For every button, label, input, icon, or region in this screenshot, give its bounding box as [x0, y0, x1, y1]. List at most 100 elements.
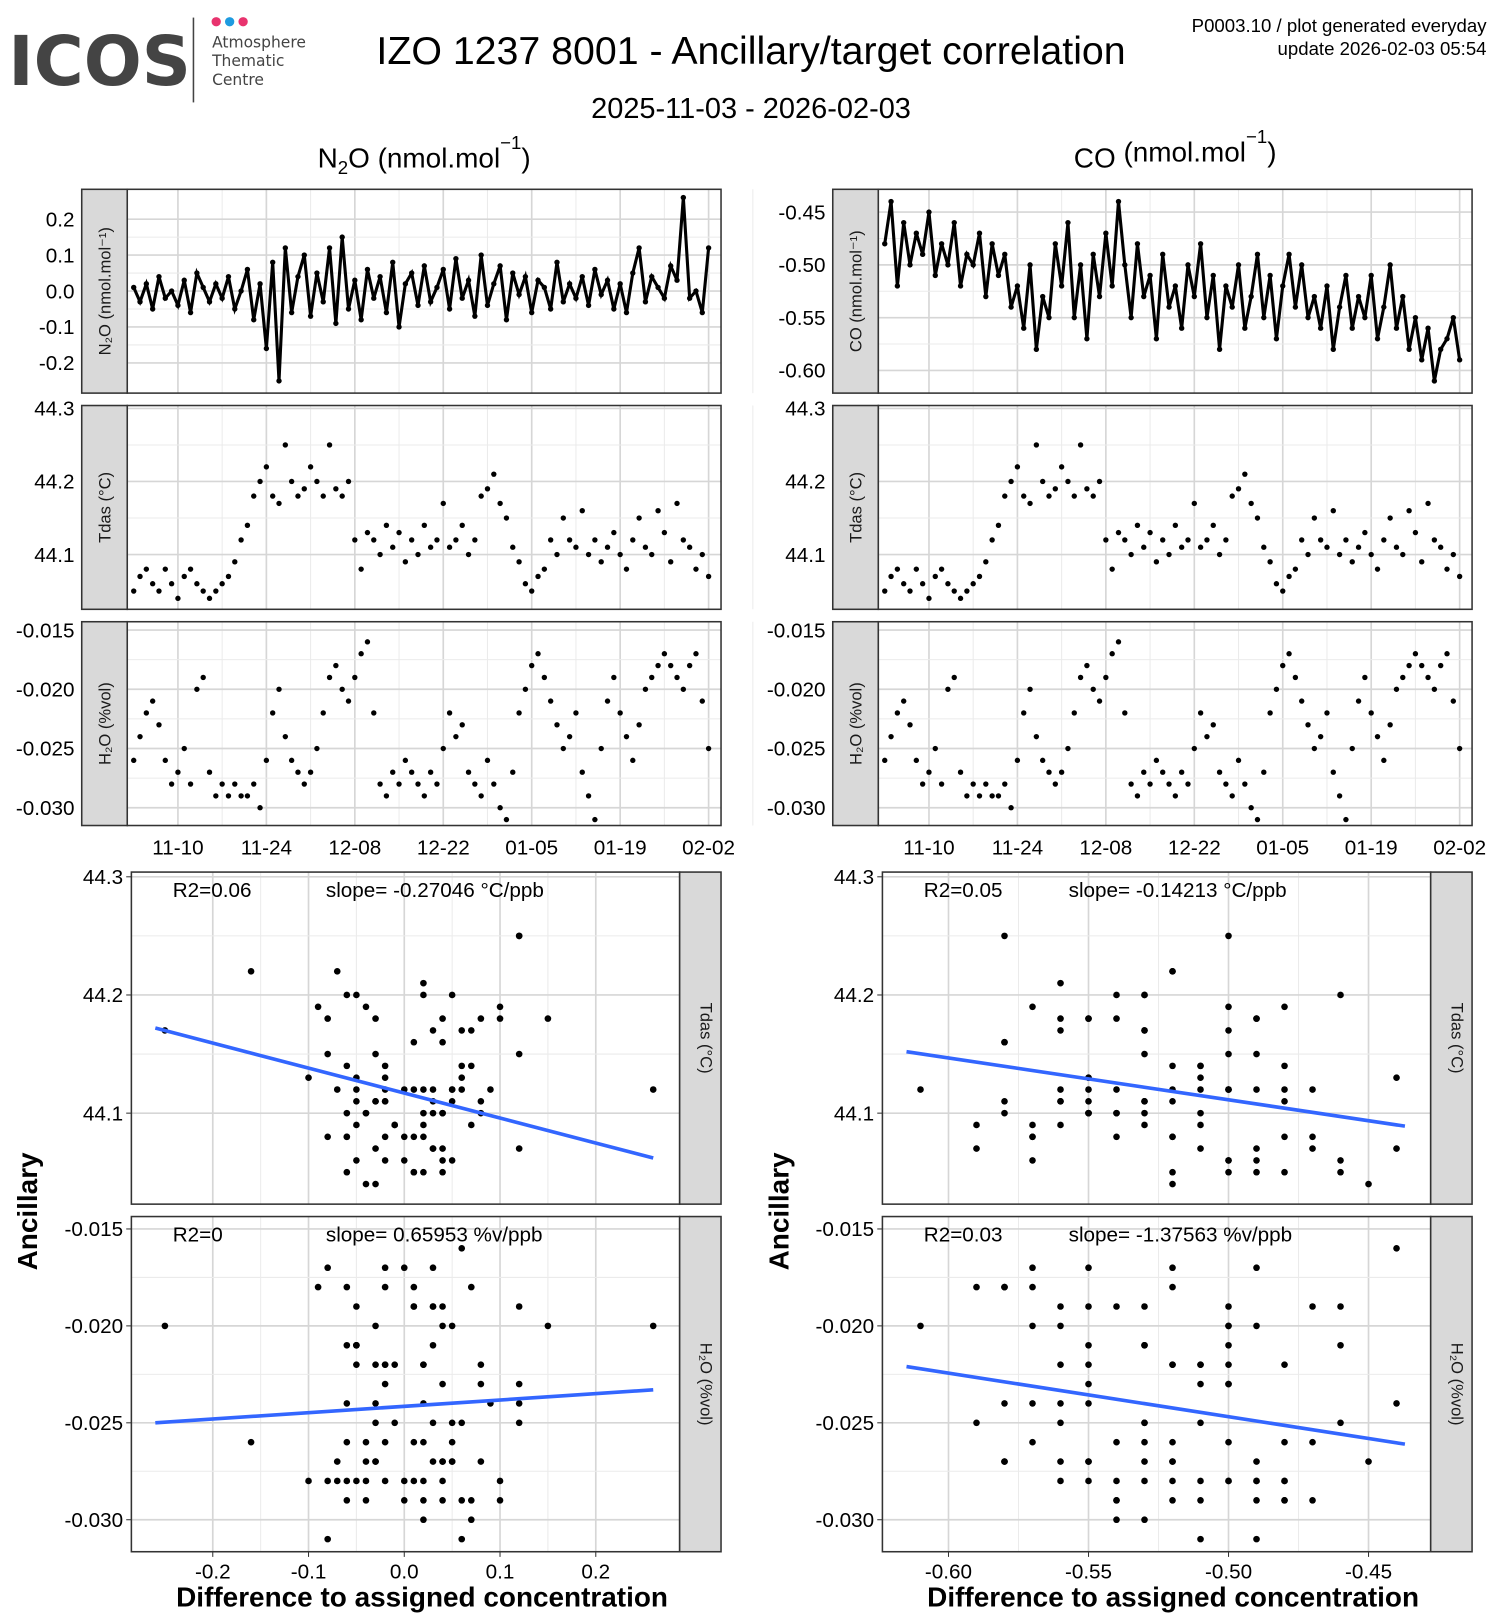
data-point [579, 769, 585, 775]
data-point [421, 793, 428, 799]
data-point [415, 551, 421, 558]
data-point [314, 745, 320, 752]
scatter-point [917, 1322, 924, 1330]
data-point [225, 273, 232, 280]
data-point [1292, 304, 1299, 310]
scatter-point [362, 1477, 370, 1485]
data-point [1261, 544, 1267, 550]
scatter-point [1197, 1380, 1204, 1388]
data-point [1450, 698, 1457, 704]
scatter-point [400, 1497, 408, 1504]
scatter-point [1393, 1245, 1400, 1252]
scatter-point [410, 1438, 418, 1446]
data-point [541, 566, 548, 572]
y-tick-label: -0.45 [778, 201, 825, 224]
scatter-point [410, 1283, 418, 1291]
data-point [1343, 537, 1349, 543]
data-point [541, 284, 548, 291]
scatter-point [496, 1497, 504, 1504]
scatter-point [1253, 1145, 1260, 1152]
y-tick-label: -0.025 [816, 1412, 875, 1435]
strip [831, 188, 880, 394]
scatter-point [1029, 1322, 1036, 1330]
scatter-point [1225, 1438, 1232, 1446]
data-point [1008, 478, 1014, 485]
data-point [352, 277, 358, 283]
scatter-point [515, 1303, 523, 1310]
data-point [1141, 293, 1147, 300]
data-point [1090, 686, 1096, 692]
data-point [913, 566, 920, 572]
data-point [232, 306, 238, 312]
data-point [320, 710, 326, 716]
data-point [882, 241, 888, 247]
y-tick-label: -0.60 [778, 360, 825, 383]
data-point [1235, 262, 1242, 268]
data-point [352, 537, 358, 543]
data-point [516, 291, 522, 298]
scatter-point [1337, 1419, 1344, 1427]
meta-line-2: update 2026-02-03 05:54 [1278, 38, 1487, 59]
slope-annotation: slope= -0.27046 °C/ppb [326, 879, 544, 902]
data-point [693, 651, 699, 657]
data-point [604, 698, 611, 704]
data-point [1084, 662, 1090, 669]
data-point [579, 508, 585, 514]
y-tick-label: -0.020 [16, 679, 75, 702]
scatter-point [305, 1477, 312, 1485]
x-tick-label: 11-10 [903, 836, 954, 859]
x-tick-label: 12-22 [417, 836, 470, 859]
data-point [1052, 781, 1059, 787]
data-point [611, 529, 617, 536]
scatter-point [1281, 1168, 1288, 1176]
data-point [453, 733, 459, 740]
scatter-point [1197, 1109, 1204, 1117]
scatter-point [1057, 1027, 1064, 1034]
data-point [1425, 674, 1431, 681]
data-point [913, 230, 920, 236]
data-point [257, 478, 263, 485]
data-point [630, 537, 636, 543]
data-point [320, 299, 326, 305]
scatter-point [1169, 1497, 1176, 1504]
series-line [883, 201, 1462, 382]
scatter-point [1169, 1062, 1176, 1070]
data-point [995, 272, 1002, 279]
data-point [307, 464, 314, 470]
data-point [1425, 500, 1431, 507]
slope-annotation: slope= -1.37563 %v/ppb [1069, 1223, 1293, 1246]
data-point [415, 302, 421, 309]
scatter-point [496, 1015, 504, 1022]
data-point [383, 309, 390, 316]
scatter-point [1113, 1086, 1120, 1093]
scatter-point [487, 1086, 494, 1093]
data-point [1077, 442, 1084, 448]
scatter-point [1225, 1027, 1232, 1034]
data-point [598, 291, 604, 298]
y-tick-label: -0.015 [64, 1218, 123, 1241]
scatter-point [381, 1438, 389, 1446]
data-point [1261, 769, 1267, 775]
data-point [364, 266, 371, 273]
data-point [440, 745, 446, 752]
data-point [143, 710, 150, 716]
x-tick-label: -0.1 [291, 1561, 327, 1584]
data-point [945, 262, 951, 268]
scatter-point [1197, 1074, 1204, 1082]
scatter-point [429, 1027, 437, 1034]
scatter-point [448, 1322, 456, 1330]
data-point [686, 662, 693, 669]
strip [1429, 871, 1473, 1205]
data-point [1280, 662, 1286, 669]
data-point [1033, 733, 1040, 740]
scatter-point [1253, 1264, 1260, 1272]
scatter-point [1169, 1098, 1176, 1105]
data-point [1431, 686, 1438, 692]
scatter-point [314, 1003, 322, 1011]
scatter-point [420, 1361, 427, 1368]
scatter-point [1029, 1157, 1036, 1164]
data-point [1058, 464, 1065, 470]
scatter-point [1113, 1303, 1120, 1310]
scatter-point [496, 1477, 504, 1485]
scatter-point [410, 1038, 418, 1046]
